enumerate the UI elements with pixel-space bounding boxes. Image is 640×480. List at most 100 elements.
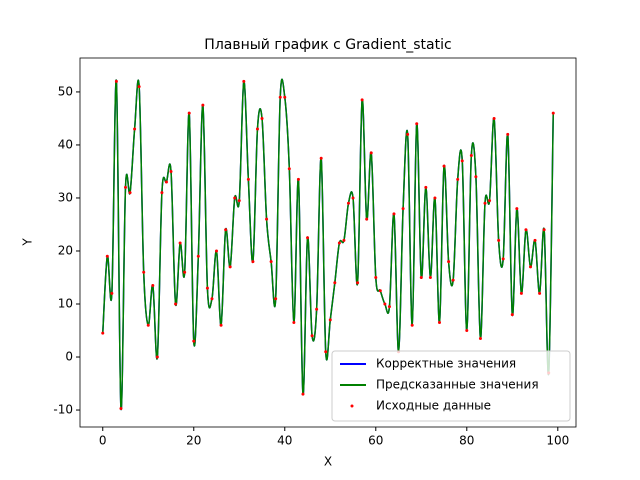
data-point [524, 228, 528, 232]
data-point [447, 260, 451, 264]
data-point [124, 185, 128, 189]
data-point [401, 207, 405, 211]
data-point [424, 185, 428, 189]
data-point [301, 392, 305, 396]
data-point [164, 180, 168, 184]
data-point [392, 212, 396, 216]
data-point [201, 103, 205, 107]
x-tick-label: 20 [186, 434, 201, 448]
plot-frame [79, 57, 577, 428]
data-point [351, 196, 355, 200]
data-point [137, 85, 141, 89]
data-point [360, 98, 364, 102]
data-point [374, 275, 378, 279]
data-point [255, 127, 259, 131]
y-tick-label: 40 [58, 137, 73, 151]
data-point [456, 177, 460, 181]
data-point [519, 291, 523, 295]
data-point [287, 167, 291, 171]
y-tick-label: 0 [65, 350, 73, 364]
data-point [296, 177, 300, 181]
data-point [387, 305, 391, 309]
data-point [237, 199, 241, 203]
data-point [337, 241, 341, 245]
data-point [219, 323, 223, 327]
data-point [114, 79, 118, 83]
data-point [324, 350, 328, 354]
data-point [174, 302, 178, 306]
y-axis-label: Y [21, 238, 35, 247]
data-point [538, 291, 542, 295]
data-point [233, 196, 237, 200]
data-point [205, 286, 209, 290]
y-tick-label: 10 [58, 297, 73, 311]
data-point [210, 297, 214, 301]
data-point [406, 132, 410, 136]
data-point [365, 217, 369, 221]
y-tick-label: 20 [58, 243, 73, 257]
data-point [183, 270, 187, 274]
data-point [101, 331, 105, 335]
data-point [378, 289, 382, 293]
data-point [224, 228, 228, 232]
data-point [515, 207, 519, 211]
data-point [178, 241, 182, 245]
x-tick-label: 60 [368, 434, 383, 448]
data-point [356, 281, 360, 285]
data-point [474, 175, 478, 179]
y-tick-label: 50 [58, 84, 73, 98]
data-point [251, 260, 255, 264]
data-point [501, 257, 505, 261]
data-point [333, 281, 337, 285]
data-point [478, 336, 482, 340]
data-point [451, 278, 455, 282]
data-point [528, 265, 532, 269]
data-point [260, 116, 264, 120]
y-tick-label: -10 [53, 403, 73, 417]
data-point [506, 132, 510, 136]
data-point [383, 302, 387, 306]
data-point [542, 228, 546, 232]
data-point [315, 307, 319, 311]
data-point [169, 169, 173, 173]
data-point [510, 313, 514, 317]
data-point [428, 275, 432, 279]
data-point [433, 196, 437, 200]
data-point [119, 406, 123, 410]
data-point [492, 116, 496, 120]
data-point [246, 177, 250, 181]
data-point [155, 355, 159, 359]
data-point [328, 318, 332, 322]
data-point [533, 238, 537, 242]
data-point [310, 334, 314, 338]
legend-marker [350, 404, 354, 408]
data-point [228, 265, 232, 269]
x-axis-label: X [324, 455, 332, 469]
data-point [497, 238, 501, 242]
data-point [306, 236, 310, 240]
data-point [551, 111, 555, 115]
data-point [283, 95, 287, 99]
data-point [110, 291, 114, 295]
x-tick-label: 0 [99, 434, 107, 448]
data-point [369, 151, 373, 155]
legend-label: Исходные данные [376, 399, 491, 413]
data-point [133, 127, 137, 131]
data-point [128, 191, 132, 195]
data-point [146, 323, 150, 327]
data-point [415, 122, 419, 126]
x-tick-label: 40 [277, 434, 292, 448]
data-point [442, 164, 446, 168]
data-point [187, 111, 191, 115]
legend-label: Предсказанные значения [376, 378, 539, 392]
x-tick-label: 80 [459, 434, 474, 448]
data-point [319, 156, 323, 160]
data-point [469, 154, 473, 158]
data-point [419, 275, 423, 279]
data-point [160, 191, 164, 195]
data-point [196, 254, 200, 258]
data-point [265, 217, 269, 221]
data-point [342, 238, 346, 242]
data-point [105, 254, 109, 258]
